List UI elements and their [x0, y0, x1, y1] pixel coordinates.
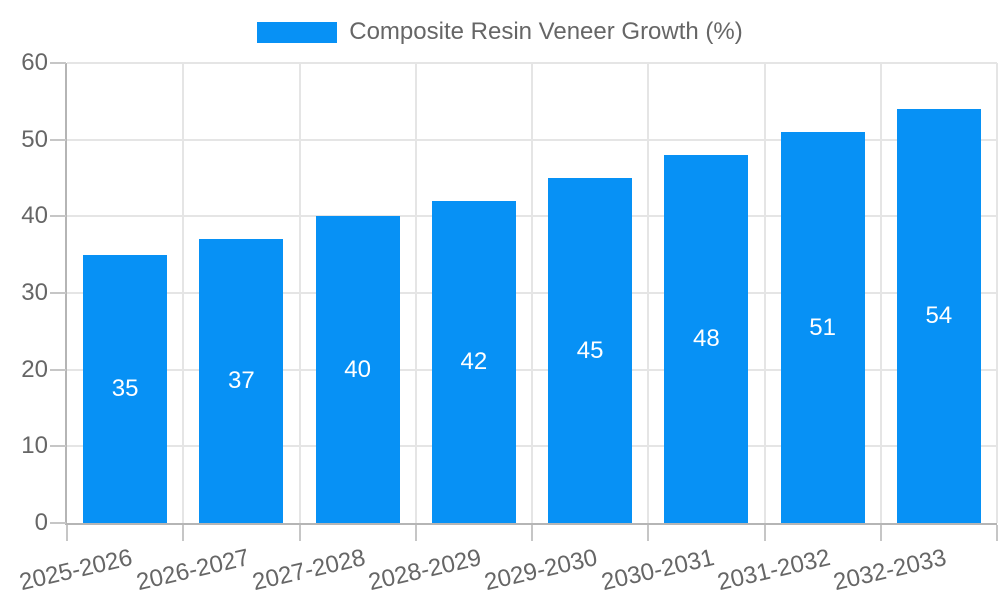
bar-value-label: 42	[460, 348, 488, 375]
gridline-vertical	[531, 63, 533, 523]
legend-label: Composite Resin Veneer Growth (%)	[349, 18, 743, 45]
legend-swatch	[257, 21, 338, 43]
y-axis-tick-mark	[50, 368, 66, 371]
x-axis-tick-mark	[414, 525, 417, 541]
legend[interactable]: Composite Resin Veneer Growth (%)	[0, 16, 1000, 48]
gridline-vertical	[182, 63, 185, 523]
y-tick-label: 40	[21, 202, 48, 230]
x-axis-tick-mark	[66, 525, 68, 541]
bar-value-label: 37	[228, 367, 255, 395]
x-tick-label: 2030-2031	[598, 544, 717, 597]
y-axis-tick-mark	[50, 215, 66, 218]
gridline-vertical	[763, 63, 766, 523]
gridline-vertical	[647, 63, 650, 523]
y-tick-label: 10	[21, 432, 48, 460]
bar-value-label: 48	[693, 325, 720, 352]
plot-area: 35 37 40 42 45 48 51 54	[65, 62, 998, 525]
y-axis-tick-mark	[50, 62, 66, 64]
x-tick-label: 2025-2026	[17, 544, 136, 597]
bar[interactable]	[315, 216, 400, 523]
bar[interactable]	[431, 201, 516, 523]
bar[interactable]	[83, 254, 168, 523]
x-axis-tick-mark	[879, 525, 882, 541]
y-tick-label: 0	[34, 509, 48, 536]
x-tick-label: 2027-2028	[249, 544, 368, 597]
bar-value-label: 45	[576, 336, 604, 364]
gridline-vertical	[879, 63, 882, 523]
x-axis-tick-mark	[647, 525, 650, 541]
y-axis-tick-mark	[50, 445, 66, 448]
x-tick-label: 2026-2027	[133, 544, 252, 597]
y-axis-tick-mark	[50, 292, 66, 294]
x-axis-tick-mark	[763, 525, 766, 541]
gridline-vertical	[996, 63, 998, 523]
bar-value-label: 51	[809, 313, 836, 341]
gridline-vertical	[298, 63, 301, 523]
x-axis-tick-mark	[182, 525, 185, 541]
x-tick-label: 2028-2029	[366, 544, 484, 597]
x-axis-tick-mark	[996, 525, 998, 541]
bar[interactable]	[780, 132, 865, 523]
bar-value-label: 54	[925, 302, 953, 329]
y-tick-label: 30	[21, 279, 48, 306]
x-tick-label: 2031-2032	[714, 544, 833, 597]
bar-value-label: 35	[111, 374, 139, 402]
bar[interactable]	[548, 178, 633, 523]
y-tick-label: 20	[21, 355, 48, 383]
bar[interactable]	[896, 109, 981, 523]
x-axis-tick-mark	[531, 525, 533, 541]
y-tick-label: 60	[21, 49, 48, 76]
bar[interactable]	[664, 155, 749, 523]
bar-value-label: 40	[344, 355, 371, 383]
y-axis-tick-mark	[50, 138, 66, 141]
bar[interactable]	[199, 239, 284, 523]
x-tick-label: 2029-2030	[482, 544, 601, 597]
gridline-vertical	[414, 63, 417, 523]
y-tick-label: 50	[21, 125, 48, 153]
x-axis-tick-mark	[298, 525, 301, 541]
y-axis-tick-mark	[50, 522, 66, 524]
x-tick-label: 2032-2033	[831, 544, 949, 597]
